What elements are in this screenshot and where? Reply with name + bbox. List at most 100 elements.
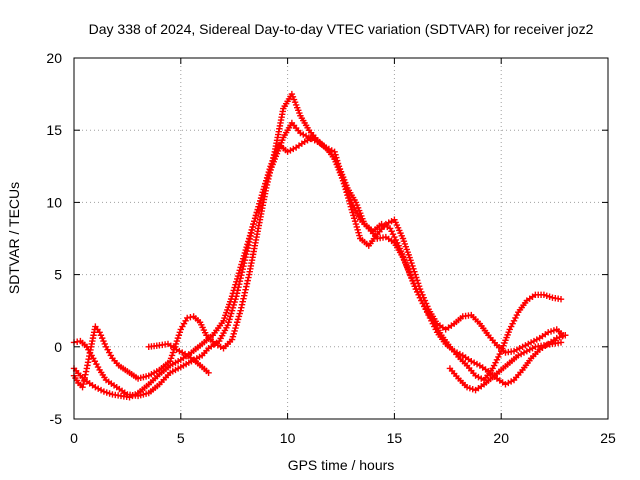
data-point bbox=[352, 207, 360, 215]
plot-frame bbox=[73, 57, 609, 420]
data-point bbox=[466, 384, 474, 392]
data-point bbox=[419, 291, 426, 299]
data-point bbox=[80, 380, 87, 388]
data-point bbox=[240, 252, 248, 260]
data-point bbox=[224, 321, 231, 329]
data-point bbox=[242, 246, 249, 254]
data-point bbox=[463, 384, 471, 391]
y-tick-label: 5 bbox=[54, 267, 62, 283]
data-point bbox=[80, 377, 88, 385]
data-point bbox=[424, 303, 431, 310]
data-point bbox=[101, 340, 108, 348]
data-point bbox=[547, 328, 555, 335]
data-point bbox=[234, 272, 242, 280]
data-point bbox=[265, 175, 272, 183]
data-point bbox=[334, 160, 342, 167]
grid-lines bbox=[74, 58, 608, 419]
data-point bbox=[353, 223, 361, 231]
data-point bbox=[493, 356, 501, 363]
data-point bbox=[510, 317, 518, 325]
data-point bbox=[235, 269, 243, 277]
data-point bbox=[346, 200, 354, 208]
data-point bbox=[234, 316, 242, 323]
data-point bbox=[267, 166, 274, 174]
data-point bbox=[512, 314, 519, 322]
data-point bbox=[507, 323, 515, 330]
data-point bbox=[513, 311, 521, 319]
data-point bbox=[238, 304, 245, 311]
data-point bbox=[239, 298, 246, 305]
data-point bbox=[335, 163, 343, 170]
data-point bbox=[268, 163, 275, 171]
data-point bbox=[336, 165, 343, 173]
data-point bbox=[399, 254, 407, 261]
data-point bbox=[344, 191, 351, 199]
data-point bbox=[238, 301, 246, 308]
data-point bbox=[269, 157, 276, 165]
data-point bbox=[230, 287, 237, 294]
data-point bbox=[233, 275, 241, 283]
data-point bbox=[231, 327, 238, 335]
data-point bbox=[410, 265, 417, 273]
data-point bbox=[354, 226, 361, 234]
data-point bbox=[230, 330, 237, 338]
data-point bbox=[540, 291, 548, 299]
data-point bbox=[509, 320, 516, 327]
data-point bbox=[175, 332, 183, 339]
data-point bbox=[184, 314, 191, 322]
data-point bbox=[167, 355, 175, 362]
data-point bbox=[431, 323, 438, 330]
data-point bbox=[247, 229, 255, 236]
data-point bbox=[496, 350, 503, 358]
data-point bbox=[543, 292, 550, 299]
data-point bbox=[341, 183, 349, 190]
data-point bbox=[251, 217, 258, 225]
data-point bbox=[229, 333, 237, 340]
data-point bbox=[254, 206, 261, 213]
data-point bbox=[256, 200, 263, 208]
data-point bbox=[422, 300, 430, 307]
data-point bbox=[388, 228, 395, 235]
series-track-2 bbox=[70, 119, 569, 401]
data-point bbox=[239, 258, 246, 265]
data-point bbox=[227, 313, 234, 320]
data-point bbox=[251, 215, 259, 222]
data-point bbox=[402, 259, 409, 267]
data-point bbox=[270, 151, 278, 159]
x-tick-label: 0 bbox=[70, 430, 78, 446]
data-point bbox=[352, 220, 360, 228]
data-point bbox=[350, 212, 357, 219]
x-tick-label: 25 bbox=[600, 430, 616, 446]
data-point bbox=[338, 171, 345, 179]
data-point bbox=[557, 295, 565, 303]
data-point bbox=[347, 203, 355, 210]
data-point bbox=[546, 293, 553, 300]
data-point bbox=[79, 384, 86, 391]
x-axis-label: GPS time / hours bbox=[288, 457, 395, 473]
data-point bbox=[106, 390, 113, 397]
data-point bbox=[354, 210, 361, 218]
data-point bbox=[544, 329, 552, 336]
data-point bbox=[556, 333, 563, 341]
data-point bbox=[355, 213, 362, 221]
data-point bbox=[173, 337, 181, 345]
data-point bbox=[98, 334, 106, 342]
data-point bbox=[266, 169, 273, 177]
data-point bbox=[240, 292, 248, 299]
data-point bbox=[243, 243, 250, 251]
data-point bbox=[413, 274, 420, 281]
data-point bbox=[420, 294, 427, 301]
data-point bbox=[241, 249, 249, 257]
data-point bbox=[245, 235, 253, 242]
data-point bbox=[268, 160, 276, 168]
data-point bbox=[340, 180, 348, 187]
data-point bbox=[103, 389, 110, 396]
data-point bbox=[228, 336, 236, 343]
data-point bbox=[342, 186, 349, 193]
data-point bbox=[348, 206, 355, 213]
data-point bbox=[404, 265, 412, 273]
data-point bbox=[412, 271, 419, 278]
data-point bbox=[168, 352, 176, 359]
data-point bbox=[166, 358, 174, 365]
chart-title: Day 338 of 2024, Sidereal Day-to-day VTE… bbox=[89, 21, 594, 37]
